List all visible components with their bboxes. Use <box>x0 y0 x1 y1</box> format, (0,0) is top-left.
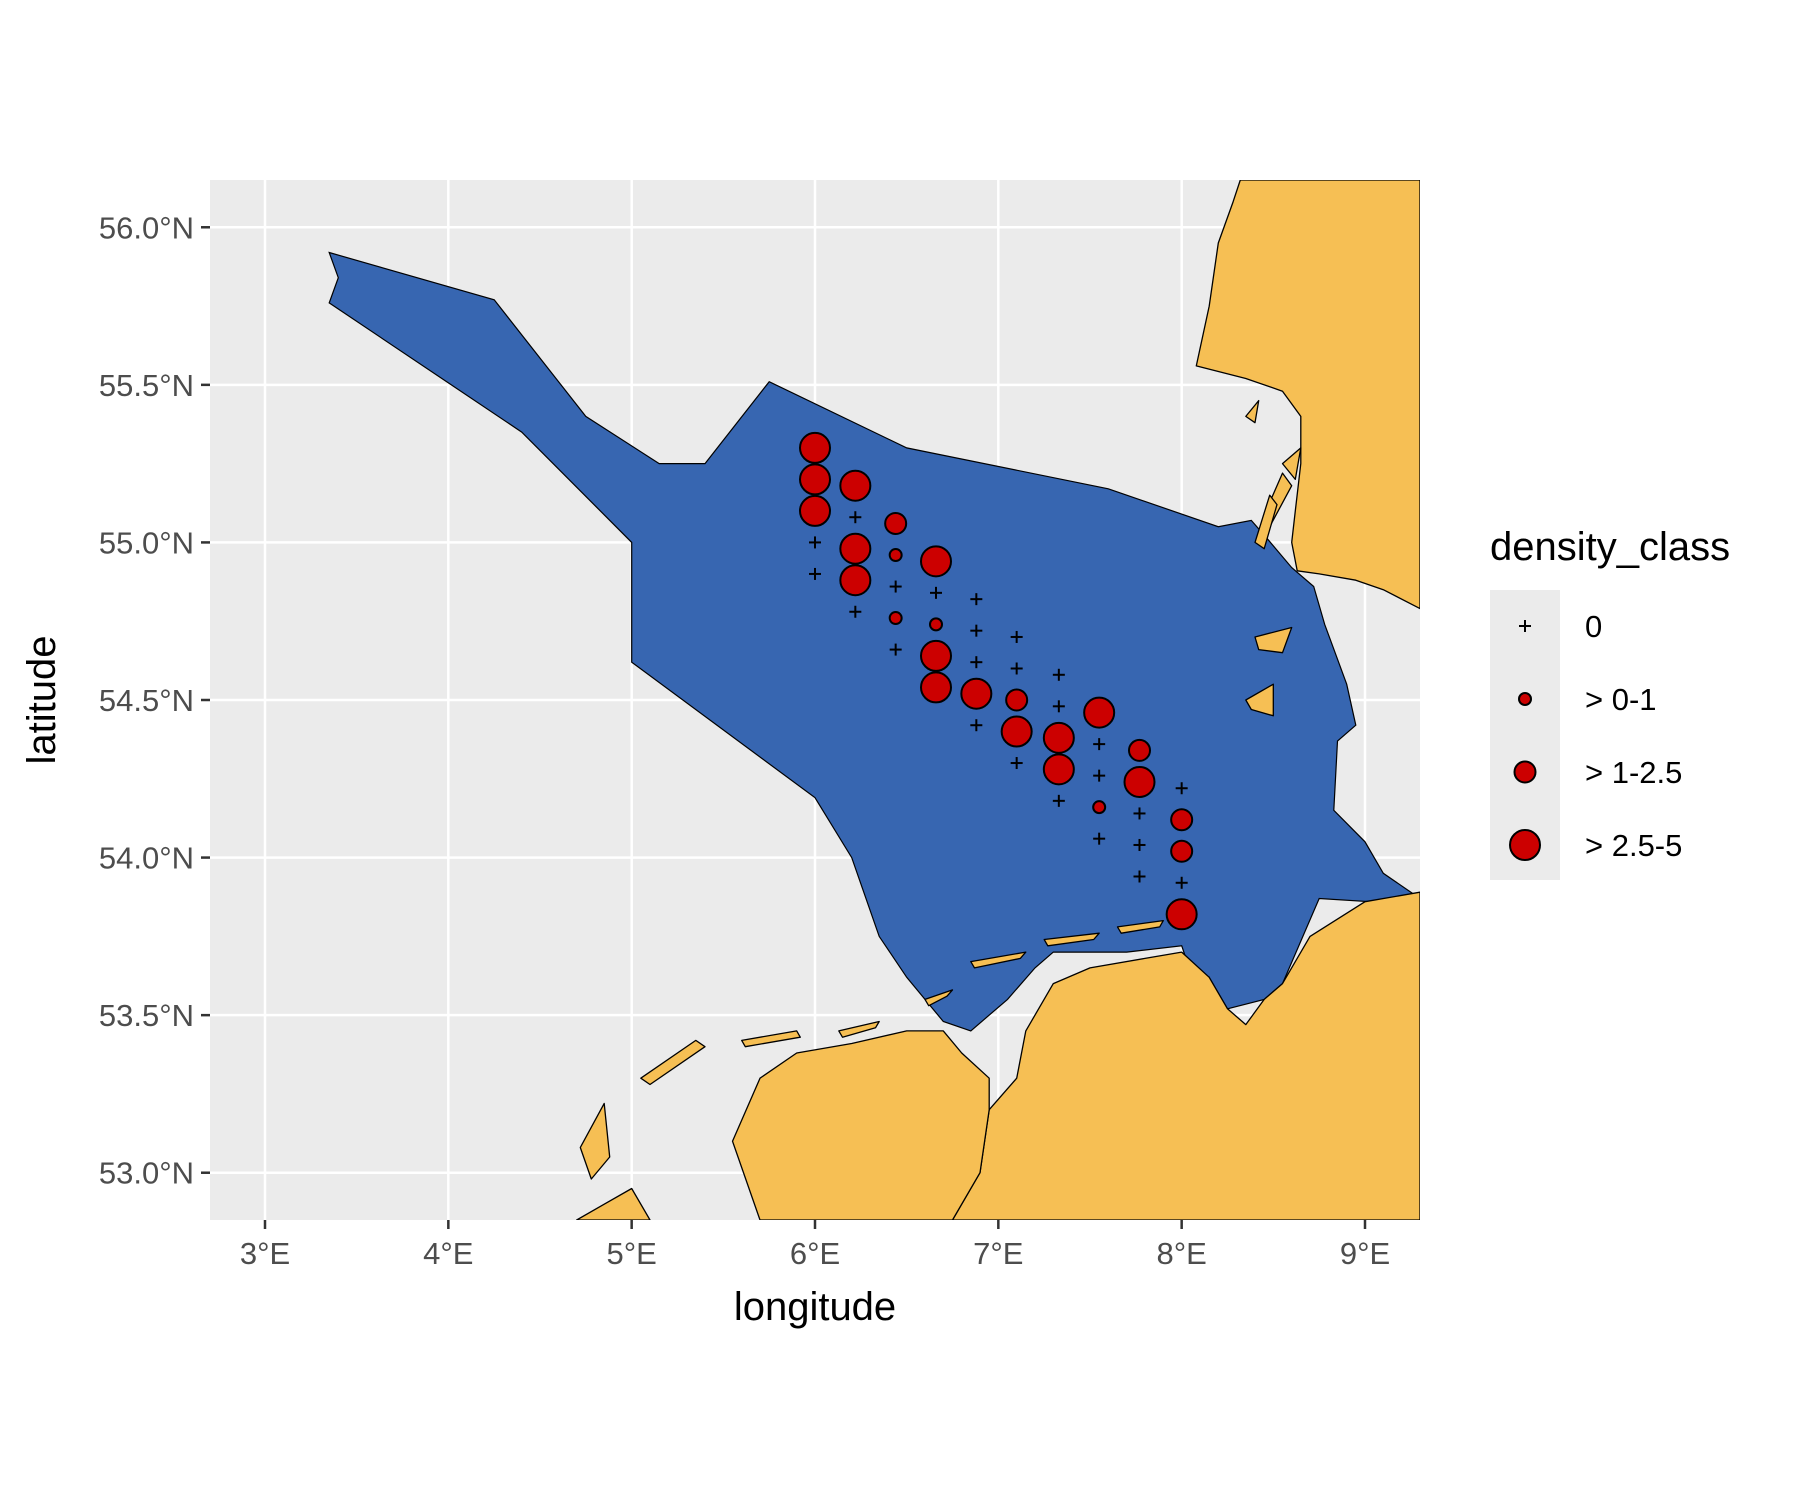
y-tick-label: 53.0°N <box>99 1156 194 1191</box>
legend-label-1-2.5: > 1-2.5 <box>1585 755 1682 790</box>
axis-layer: 3°E 4°E 5°E 6°E 7°E 8°E 9°E 53.0°N 53.5°N 54.0°N 5… <box>99 210 1390 1271</box>
point-density <box>920 671 952 704</box>
island <box>1116 919 1164 934</box>
x-tick-label: 7°E <box>973 1236 1023 1271</box>
map-layer <box>328 180 1420 1220</box>
island <box>924 989 954 1007</box>
island <box>838 1020 880 1038</box>
point-zero <box>1093 832 1106 845</box>
x-tick-label: 6°E <box>790 1236 840 1271</box>
legend-key <box>1519 620 1531 632</box>
legend-key <box>1513 760 1537 784</box>
island <box>970 951 1027 969</box>
point-density <box>960 677 993 710</box>
point-density <box>799 494 831 527</box>
point-zero <box>1093 769 1106 782</box>
point-density <box>1000 715 1033 748</box>
point-zero <box>1093 738 1106 751</box>
y-tick-label: 55.5°N <box>99 368 194 403</box>
point-density <box>1042 721 1075 754</box>
land-layer <box>576 180 1420 1220</box>
point-density <box>1170 808 1194 832</box>
point-density <box>1123 765 1156 798</box>
island <box>1245 399 1260 424</box>
legend-keys <box>1509 620 1541 861</box>
island <box>1254 494 1278 550</box>
y-tick-label: 53.5°N <box>99 998 194 1033</box>
point-zero <box>1052 794 1065 807</box>
legend-key <box>1518 692 1532 706</box>
y-axis-title: latitude <box>20 636 64 765</box>
point-zero <box>1133 838 1146 851</box>
point-zero <box>1052 668 1065 681</box>
legend-title: density_class <box>1490 525 1730 569</box>
point-zero <box>1175 782 1188 795</box>
point-zero <box>1010 757 1023 770</box>
x-tick-label: 3°E <box>240 1236 290 1271</box>
y-tick-label: 55.0°N <box>99 525 194 560</box>
land-coast-west <box>576 1187 651 1220</box>
legend-label-0: 0 <box>1585 609 1602 644</box>
point-density <box>884 512 908 536</box>
x-axis-title: longitude <box>734 1285 896 1329</box>
point-zero <box>809 567 821 580</box>
legend-label-2.5-5: > 2.5-5 <box>1585 828 1682 863</box>
point-density <box>888 548 903 563</box>
legend-label-0-1: > 0-1 <box>1585 682 1657 717</box>
x-tick-label: 4°E <box>423 1236 473 1271</box>
point-density <box>839 564 872 597</box>
land-coast-denmark <box>1195 180 1420 610</box>
y-tick-label: 54.0°N <box>99 841 194 876</box>
point-zero <box>849 511 862 524</box>
point-zero <box>970 719 983 732</box>
x-tick-label: 8°E <box>1157 1236 1207 1271</box>
point-zero <box>930 586 942 599</box>
point-density <box>839 532 872 565</box>
point-zero <box>1175 876 1188 889</box>
legend-key <box>1509 829 1541 861</box>
point-density <box>920 639 952 672</box>
point-density <box>1170 839 1194 863</box>
island <box>1043 932 1100 947</box>
point-density <box>1042 753 1075 786</box>
point-zero <box>970 656 983 669</box>
x-tick-label: 5°E <box>607 1236 657 1271</box>
island <box>640 1039 706 1086</box>
point-zero <box>1133 870 1146 883</box>
island <box>1245 683 1274 717</box>
point-density <box>1092 800 1107 815</box>
study-area-polygon <box>328 251 1420 1032</box>
point-density <box>799 431 831 464</box>
point-density <box>920 545 952 578</box>
point-density <box>1083 696 1116 729</box>
y-tick-label: 54.5°N <box>99 683 194 718</box>
island <box>1254 626 1293 654</box>
point-zero <box>970 593 983 606</box>
point-density <box>888 611 903 626</box>
y-tick-label: 56.0°N <box>99 210 194 245</box>
point-density <box>1165 898 1198 931</box>
point-zero <box>809 536 821 549</box>
island <box>741 1030 801 1048</box>
x-tick-label: 9°E <box>1340 1236 1390 1271</box>
island <box>1281 447 1302 481</box>
point-zero <box>1010 662 1023 675</box>
point-density <box>1128 738 1151 762</box>
survey-points <box>799 431 1198 931</box>
land-coast-netherlands <box>731 1030 990 1220</box>
legend: density_class 0 > 0-1 > 1-2.5 > 2.5-5 <box>1490 525 1730 880</box>
point-zero <box>849 605 862 618</box>
point-density <box>1005 688 1029 712</box>
point-zero <box>1010 630 1023 643</box>
point-zero <box>889 643 902 656</box>
point-density <box>839 469 872 502</box>
point-density <box>799 463 831 496</box>
point-density <box>929 617 943 632</box>
island <box>579 1102 611 1180</box>
point-zero <box>889 580 902 593</box>
point-zero <box>970 624 983 637</box>
point-zero <box>1133 807 1146 820</box>
point-zero <box>1052 700 1065 713</box>
